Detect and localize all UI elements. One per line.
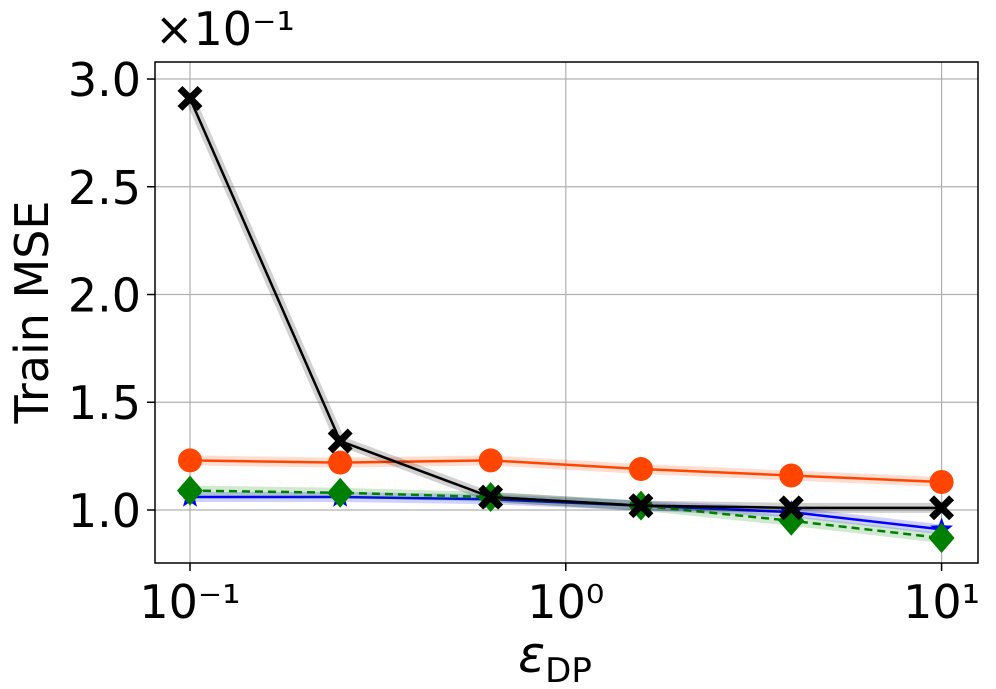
series-line [189,489,942,540]
marker [778,495,804,521]
marker [327,428,353,454]
x-label-symbol: ε [518,626,545,684]
marker [478,448,503,473]
marker [628,493,654,519]
marker [328,450,353,475]
series-line [189,459,942,484]
x-tick-label: 10⁰ [527,575,604,629]
y-tick-label: 2.5 [68,161,141,215]
marker [176,475,203,506]
y-offset-label: ×10⁻¹ [155,2,295,56]
marker [928,523,955,554]
marker [327,477,354,508]
x-axis-label: εDP [518,626,592,689]
y-axis-label: Train MSE [5,201,59,425]
marker [929,469,954,494]
marker [177,85,203,111]
marker [177,448,202,473]
y-tick-label: 1.0 [68,484,141,538]
x-tick-label: 10¹ [903,575,980,629]
marker [779,463,804,488]
marker [778,505,805,536]
marker [929,495,955,521]
x-label-subscript: DP [545,651,592,689]
series-line [188,97,942,510]
x-tick-label: 10⁻¹ [139,575,240,629]
marker [628,457,653,482]
y-tick-label: 3.0 [68,53,141,107]
y-tick-label: 1.5 [68,376,141,430]
marker [478,484,504,510]
plot-frame [154,61,979,564]
y-tick-label: 2.0 [68,269,141,323]
